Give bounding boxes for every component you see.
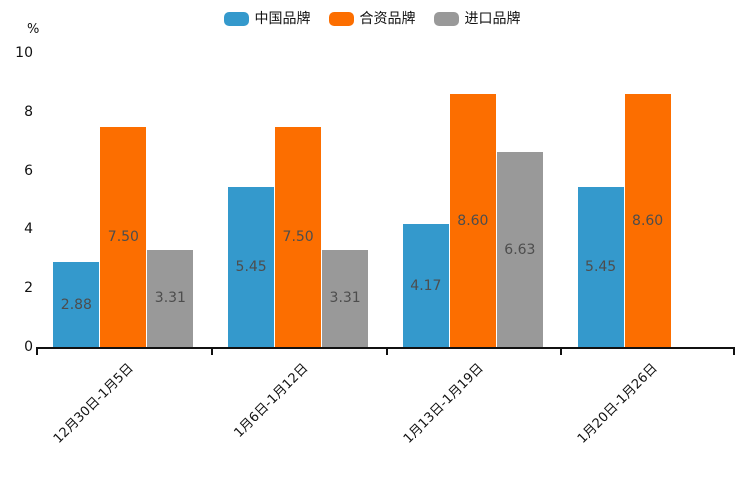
bar-series3-cat1 <box>147 249 194 347</box>
y-axis-tick-label: 0 <box>24 339 33 355</box>
bar-series1-cat1 <box>53 262 100 347</box>
bar-value-label: 6.63 <box>504 241 536 258</box>
x-axis-category-label: 1月20日-1月26日 <box>575 360 661 447</box>
bar-series2-cat3 <box>449 94 496 347</box>
legend-swatch-icon <box>223 12 249 26</box>
bar-value-label: 5.45 <box>585 258 617 275</box>
x-axis-tick <box>733 349 735 355</box>
legend-item-3[interactable]: 进口品牌 <box>433 11 521 27</box>
bar-value-label: 7.50 <box>282 228 314 245</box>
x-axis-tick <box>385 349 388 355</box>
chart-legend: 中国品牌 合资品牌 进口品牌 <box>0 8 744 30</box>
x-axis-tick <box>560 349 563 355</box>
y-axis-unit-label: % <box>27 22 40 37</box>
bar-value-label: 4.17 <box>410 277 442 294</box>
x-axis-category-label: 1月6日-1月12日 <box>231 360 312 441</box>
legend-item-2[interactable]: 合资品牌 <box>328 11 416 27</box>
bar-value-label: 8.60 <box>632 212 664 229</box>
x-axis-line <box>36 347 735 349</box>
y-axis-tick-label: 2 <box>24 280 33 297</box>
bar-series1-cat2 <box>228 186 275 347</box>
bar-value-label: 3.31 <box>154 290 186 307</box>
legend-item-1[interactable]: 中国品牌 <box>223 11 311 27</box>
bar-series2-cat4 <box>624 94 671 347</box>
y-axis-tick-label: 4 <box>24 221 33 238</box>
x-axis-tick <box>210 349 213 355</box>
y-axis-tick-label: 6 <box>24 162 33 179</box>
x-axis-category-label: 12月30日-1月5日 <box>50 360 137 447</box>
legend-item-label: 进口品牌 <box>464 11 521 27</box>
bar-value-label: 8.60 <box>457 212 489 229</box>
bar-series1-cat4 <box>577 186 624 347</box>
legend-item-label: 合资品牌 <box>359 11 416 27</box>
x-axis-tick <box>36 349 38 355</box>
x-axis-category-label: 1月13日-1月19日 <box>400 360 487 447</box>
bar-series2-cat2 <box>275 126 322 347</box>
legend-item-label: 中国品牌 <box>254 11 311 27</box>
y-axis-tick-label: 8 <box>24 103 33 120</box>
legend-swatch-icon <box>433 12 459 26</box>
bar-series2-cat1 <box>100 126 147 347</box>
bar-series1-cat3 <box>402 224 449 347</box>
bar-series3-cat3 <box>496 152 543 347</box>
bar-value-label: 2.88 <box>60 296 92 313</box>
bar-value-label: 7.50 <box>107 228 139 245</box>
bar-value-label: 3.31 <box>329 290 361 307</box>
legend-swatch-icon <box>328 12 354 26</box>
bar-value-label: 5.45 <box>235 258 267 275</box>
bar-series3-cat2 <box>322 249 369 347</box>
y-axis-tick-label: 10 <box>15 45 33 61</box>
